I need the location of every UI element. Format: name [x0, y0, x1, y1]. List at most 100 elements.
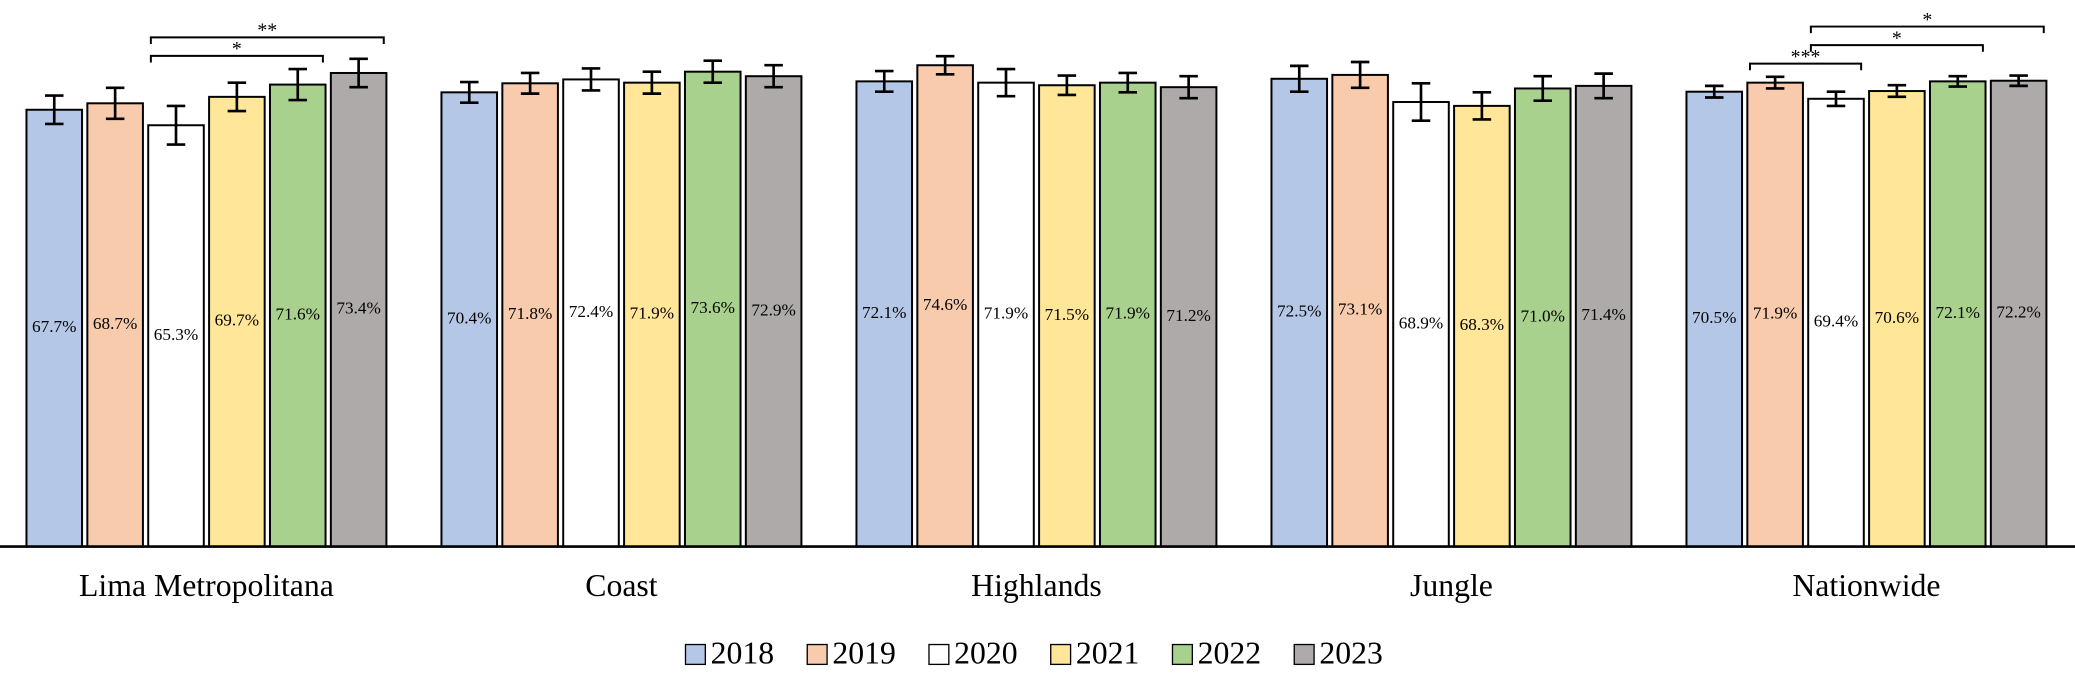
error-bar	[642, 70, 662, 95]
legend-label: 2020	[954, 636, 1017, 671]
data-label: 69.4%	[1814, 312, 1858, 331]
data-label: 70.4%	[447, 308, 491, 327]
error-bar	[1350, 60, 1370, 90]
data-label: 71.5%	[1045, 305, 1089, 324]
x-tick-label: Jungle	[1410, 568, 1493, 603]
bar	[1270, 77, 1329, 548]
data-label: 70.6%	[1875, 308, 1919, 327]
error-bar	[1533, 74, 1553, 103]
significance-bracket	[1809, 25, 2045, 34]
bar	[744, 75, 803, 548]
legend-swatch	[928, 643, 950, 666]
bar	[977, 81, 1035, 548]
data-label: 67.7%	[32, 317, 76, 336]
data-label: 72.1%	[1936, 303, 1980, 322]
data-label: 71.2%	[1166, 306, 1210, 325]
error-bar	[1472, 91, 1492, 121]
error-bar	[1826, 90, 1846, 108]
significance-label: *	[1892, 27, 1902, 49]
error-bar	[459, 80, 479, 104]
error-bar	[935, 54, 955, 76]
data-label: 72.4%	[569, 302, 613, 321]
bar	[1868, 90, 1926, 548]
data-label: 71.6%	[276, 305, 320, 324]
error-bar	[1118, 71, 1138, 94]
error-bar	[349, 57, 368, 89]
significance-bracket	[1809, 44, 1984, 52]
data-label: 72.5%	[1277, 302, 1321, 321]
x-tick-label: Coast	[585, 568, 658, 603]
legend-swatch	[1171, 643, 1193, 666]
bar	[147, 124, 205, 548]
bar	[1928, 80, 1987, 548]
legend-label: 2019	[832, 636, 896, 671]
legend-swatch	[684, 643, 707, 666]
bar	[1159, 86, 1218, 548]
data-label: 74.6%	[923, 295, 967, 314]
x-tick-label: Highlands	[971, 568, 1102, 603]
significance-bracket	[1748, 62, 1863, 71]
error-bar	[1289, 64, 1309, 94]
bar	[683, 70, 742, 548]
legend-swatch	[806, 643, 828, 666]
error-bar	[288, 67, 308, 102]
error-bar	[1948, 74, 1968, 88]
legend-swatch	[1293, 643, 1315, 666]
data-label: 73.4%	[336, 299, 380, 318]
data-label: 68.9%	[1399, 313, 1443, 332]
data-label: 71.9%	[984, 304, 1028, 323]
bar	[440, 91, 499, 548]
bar	[1513, 87, 1572, 548]
data-label: 70.5%	[1692, 308, 1736, 327]
data-label: 73.6%	[691, 298, 735, 317]
error-bar	[1765, 75, 1785, 90]
x-tick-label: Nationwide	[1792, 568, 1940, 603]
error-bar	[874, 69, 894, 94]
data-label: 73.1%	[1338, 300, 1382, 319]
error-bar	[1704, 84, 1724, 99]
significance-label: *	[1922, 9, 1932, 31]
significance-bracket	[149, 36, 385, 44]
error-bar	[166, 104, 186, 146]
bar	[501, 82, 559, 548]
error-bar	[1057, 74, 1077, 97]
error-bar	[520, 71, 540, 95]
bar	[1807, 97, 1865, 548]
data-label: 68.3%	[1460, 315, 1504, 334]
error-bar	[2009, 74, 2028, 88]
data-label: 71.0%	[1521, 306, 1565, 325]
data-label: 65.3%	[154, 325, 198, 344]
error-bar	[1411, 81, 1431, 123]
legend-swatch	[1050, 643, 1072, 666]
significance-label: **	[257, 20, 277, 42]
data-label: 71.9%	[1753, 304, 1797, 323]
legend-label: 2023	[1319, 636, 1383, 671]
data-label: 71.9%	[1106, 304, 1150, 323]
significance-label: *	[232, 38, 242, 60]
error-bar	[227, 81, 247, 113]
significance-bracket	[149, 54, 324, 63]
error-bar	[1179, 74, 1198, 100]
error-bar	[996, 67, 1016, 98]
data-label: 72.9%	[751, 300, 795, 319]
bar	[562, 78, 620, 548]
data-label: 72.2%	[1996, 303, 2040, 322]
significance-label: ***	[1791, 46, 1821, 68]
error-bar	[105, 86, 125, 121]
error-bar	[1887, 83, 1907, 99]
bar	[25, 108, 84, 548]
data-label: 71.9%	[630, 304, 674, 323]
bar	[916, 64, 974, 548]
data-label: 71.4%	[1581, 305, 1625, 324]
error-bar	[581, 67, 601, 92]
legend-label: 2018	[711, 636, 774, 671]
legend-label: 2022	[1198, 636, 1262, 671]
error-bar	[44, 94, 64, 126]
data-label: 72.1%	[862, 303, 906, 322]
data-label: 69.7%	[215, 311, 259, 330]
bar	[1392, 101, 1450, 548]
bar	[1574, 84, 1633, 548]
error-bar	[703, 59, 723, 84]
